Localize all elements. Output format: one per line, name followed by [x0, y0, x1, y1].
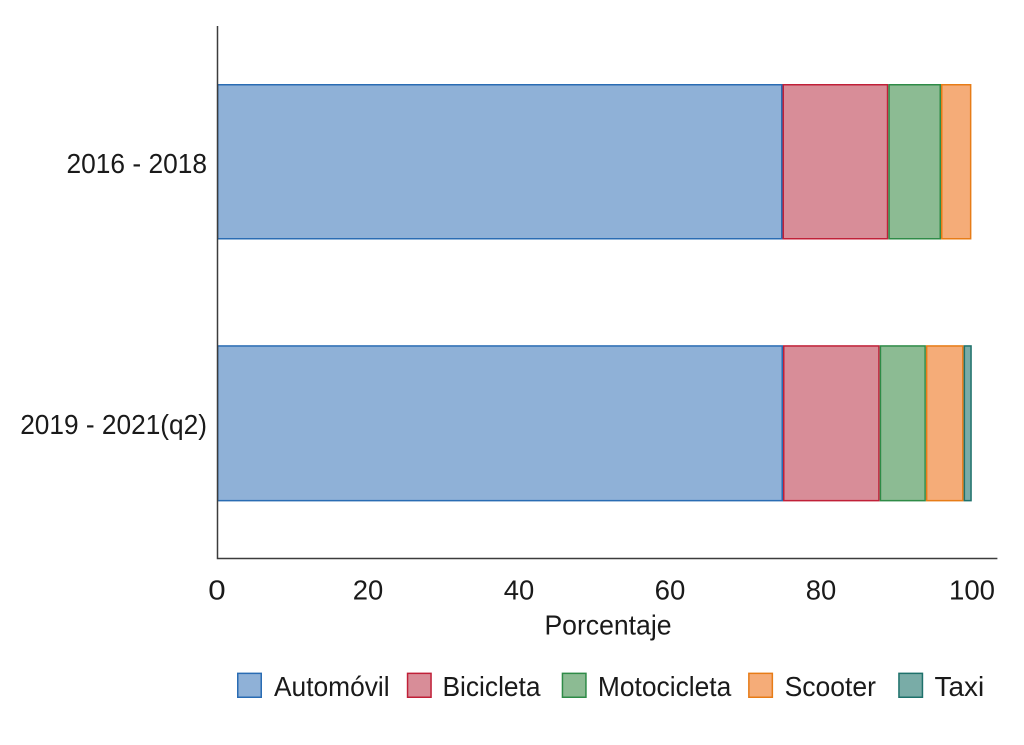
svg-text:80: 80 — [806, 575, 837, 606]
svg-text:Scooter: Scooter — [785, 671, 876, 702]
svg-text:Automóvil: Automóvil — [274, 671, 390, 702]
svg-text:0: 0 — [208, 575, 225, 606]
svg-text:40: 40 — [504, 575, 535, 606]
svg-text:2019 - 2021(q2): 2019 - 2021(q2) — [20, 409, 207, 440]
svg-text:20: 20 — [353, 575, 384, 606]
svg-text:2016 - 2018: 2016 - 2018 — [67, 148, 208, 179]
svg-text:Taxi: Taxi — [935, 671, 985, 702]
svg-text:100: 100 — [949, 575, 995, 606]
svg-text:Bicicleta: Bicicleta — [443, 671, 541, 702]
svg-text:60: 60 — [655, 575, 686, 606]
svg-text:Porcentaje: Porcentaje — [544, 610, 671, 641]
svg-text:Motocicleta: Motocicleta — [598, 671, 732, 702]
